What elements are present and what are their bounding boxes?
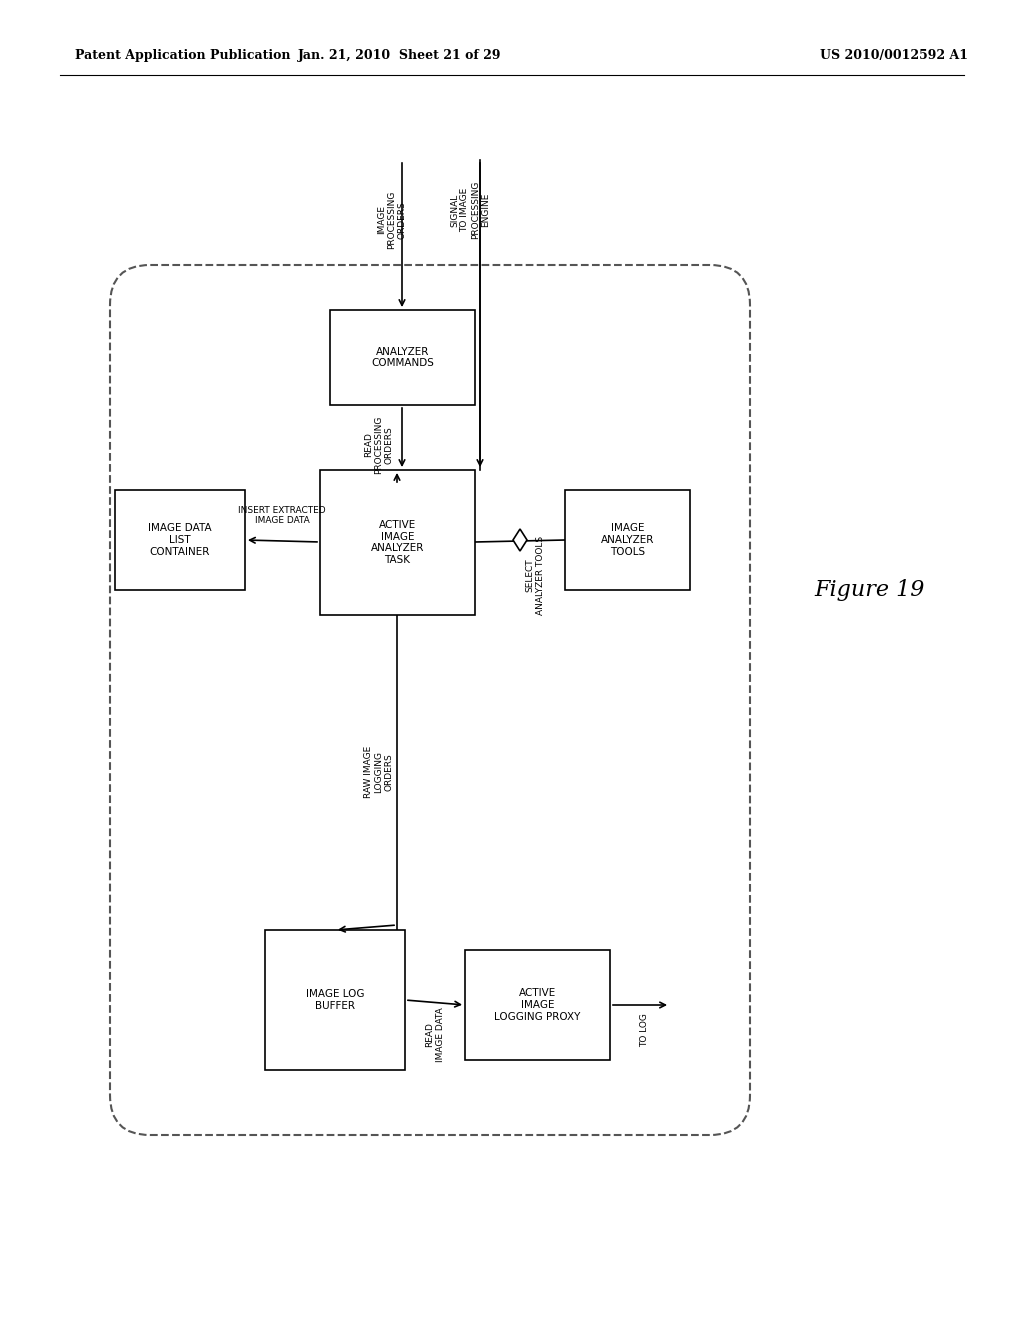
Text: Patent Application Publication: Patent Application Publication: [75, 49, 291, 62]
Text: SELECT
ANALYZER TOOLS: SELECT ANALYZER TOOLS: [525, 536, 545, 615]
Text: IMAGE
PROCESSING
ORDERS: IMAGE PROCESSING ORDERS: [377, 191, 407, 249]
Text: TO LOG: TO LOG: [640, 1012, 649, 1047]
Bar: [330, 310, 475, 405]
Text: ACTIVE
IMAGE
ANALYZER
TASK: ACTIVE IMAGE ANALYZER TASK: [371, 520, 424, 565]
Text: INSERT EXTRACTED
IMAGE DATA: INSERT EXTRACTED IMAGE DATA: [239, 506, 326, 525]
Polygon shape: [513, 529, 527, 550]
Text: Jan. 21, 2010  Sheet 21 of 29: Jan. 21, 2010 Sheet 21 of 29: [298, 49, 502, 62]
Bar: [319, 470, 475, 615]
Text: RAW IMAGE
LOGGING
ORDERS: RAW IMAGE LOGGING ORDERS: [365, 746, 394, 799]
Bar: [465, 950, 610, 1060]
Bar: [565, 490, 690, 590]
Text: READ
IMAGE DATA: READ IMAGE DATA: [425, 1007, 444, 1063]
Text: IMAGE
ANALYZER
TOOLS: IMAGE ANALYZER TOOLS: [601, 524, 654, 557]
Text: ANALYZER
COMMANDS: ANALYZER COMMANDS: [371, 347, 434, 368]
Text: US 2010/0012592 A1: US 2010/0012592 A1: [820, 49, 968, 62]
Text: ACTIVE
IMAGE
LOGGING PROXY: ACTIVE IMAGE LOGGING PROXY: [495, 989, 581, 1022]
Text: IMAGE LOG
BUFFER: IMAGE LOG BUFFER: [306, 989, 365, 1011]
Bar: [265, 931, 406, 1071]
Text: SIGNAL
TO IMAGE
PROCESSING
ENGINE: SIGNAL TO IMAGE PROCESSING ENGINE: [450, 181, 490, 239]
Text: Figure 19: Figure 19: [815, 579, 926, 601]
Text: IMAGE DATA
LIST
CONTAINER: IMAGE DATA LIST CONTAINER: [148, 524, 212, 557]
Text: READ
PROCESSING
ORDERS: READ PROCESSING ORDERS: [365, 416, 394, 474]
Bar: [115, 490, 245, 590]
